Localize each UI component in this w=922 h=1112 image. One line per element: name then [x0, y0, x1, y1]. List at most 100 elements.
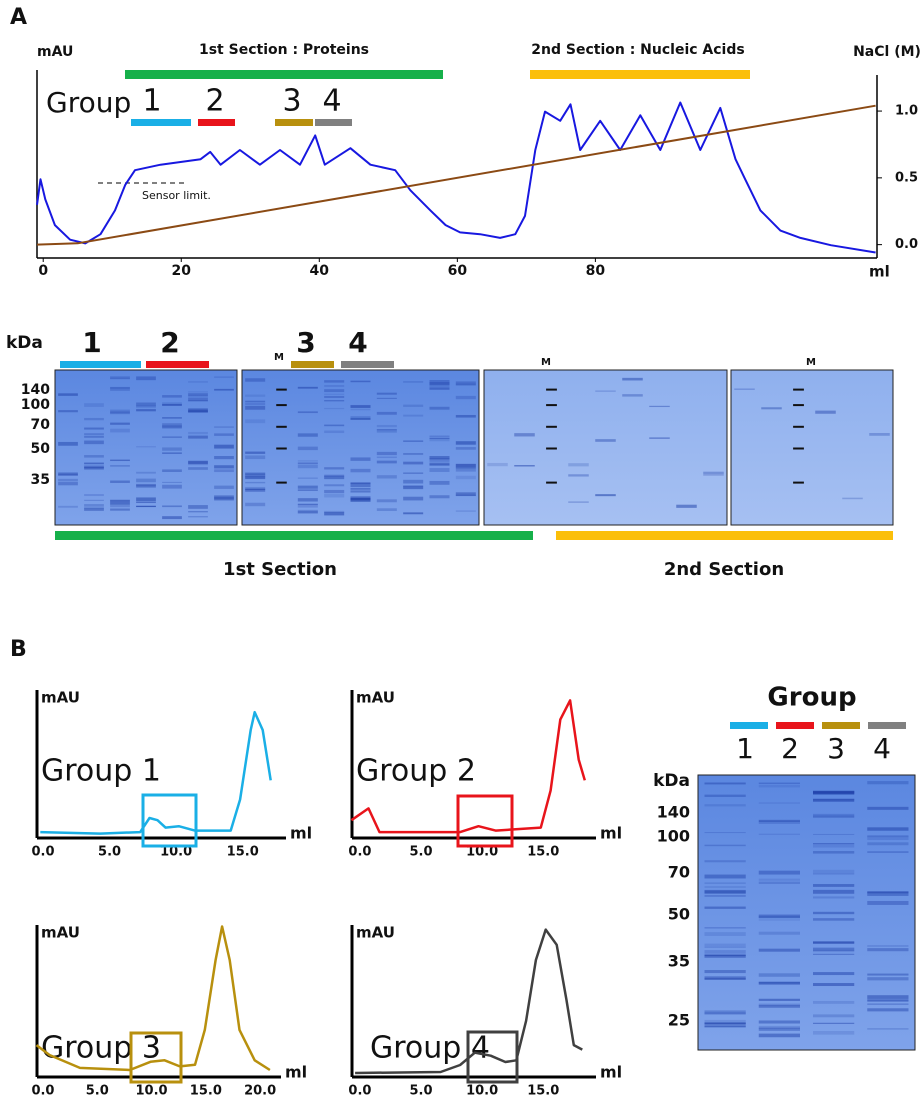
- band: [324, 467, 344, 469]
- band: [403, 480, 423, 484]
- band: [162, 447, 182, 450]
- band: [813, 941, 854, 943]
- band: [214, 389, 234, 391]
- band: [58, 393, 78, 396]
- x-tick-label: 0: [38, 263, 48, 279]
- marker-label: M: [541, 357, 551, 368]
- band: [705, 845, 746, 846]
- kda-label: 50: [668, 905, 690, 924]
- band: [245, 474, 265, 478]
- band: [813, 890, 854, 894]
- band: [759, 802, 800, 803]
- band: [298, 411, 318, 413]
- band: [759, 882, 800, 884]
- band: [188, 432, 208, 434]
- chart-title: Group 1: [41, 754, 161, 789]
- band: [568, 501, 589, 502]
- gel-title: Group: [767, 683, 856, 713]
- band: [350, 409, 370, 411]
- band: [456, 492, 476, 496]
- band: [377, 412, 397, 415]
- marker-band: [793, 482, 804, 484]
- band: [188, 400, 208, 401]
- group-bar: [131, 119, 191, 126]
- band: [813, 843, 854, 844]
- band: [377, 461, 397, 464]
- band: [245, 378, 265, 381]
- band: [759, 1005, 800, 1008]
- group-number: 3: [296, 326, 315, 359]
- x-tick-label: 5.0: [410, 845, 433, 860]
- band: [705, 932, 746, 936]
- band: [705, 1020, 746, 1024]
- kda-label: 25: [668, 1011, 690, 1030]
- band: [703, 471, 724, 473]
- x-axis-label: ml: [285, 1063, 307, 1082]
- band: [403, 472, 423, 473]
- kda-label: 35: [31, 472, 50, 488]
- band: [429, 468, 449, 472]
- band: [162, 482, 182, 483]
- band: [162, 423, 182, 426]
- x-axis-label: ml: [600, 1063, 622, 1082]
- group-number: 2: [160, 326, 179, 359]
- band: [867, 891, 908, 893]
- lane-label: 2: [781, 732, 799, 765]
- band: [429, 439, 449, 441]
- band: [867, 945, 908, 946]
- band: [813, 1001, 854, 1004]
- band: [759, 1034, 800, 1038]
- band: [867, 999, 908, 1001]
- band: [813, 972, 854, 975]
- y-axis-label: mAU: [356, 689, 395, 707]
- band: [188, 467, 208, 470]
- band: [867, 995, 908, 999]
- band: [867, 842, 908, 845]
- band: [214, 426, 234, 427]
- band: [298, 486, 318, 489]
- band: [403, 405, 423, 407]
- band: [84, 494, 104, 496]
- band: [813, 983, 854, 986]
- band: [377, 398, 397, 399]
- band: [867, 1008, 908, 1011]
- group-bar: [60, 361, 141, 368]
- band: [245, 503, 265, 506]
- x-tick-label: 10.0: [136, 1084, 168, 1099]
- group-bar: [822, 722, 860, 729]
- band: [58, 482, 78, 485]
- band: [761, 407, 782, 409]
- section-label: 1st Section : Proteins: [199, 42, 369, 58]
- group-label: Group: [46, 86, 131, 119]
- band: [298, 510, 318, 514]
- kda-label: 140: [21, 382, 50, 398]
- kda-label: 70: [668, 863, 690, 882]
- band: [110, 376, 130, 379]
- band: [759, 949, 800, 952]
- x-tick-label: 15.0: [190, 1084, 222, 1099]
- band: [324, 389, 344, 392]
- band: [705, 886, 746, 887]
- band: [188, 516, 208, 517]
- band: [456, 510, 476, 511]
- kda-unit: kDa: [653, 771, 690, 791]
- band: [377, 425, 397, 427]
- band: [403, 497, 423, 501]
- group-bar: [776, 722, 814, 729]
- marker-band: [546, 448, 557, 450]
- marker-label: M: [806, 357, 816, 368]
- band: [110, 465, 130, 466]
- band: [403, 453, 423, 455]
- band: [813, 896, 854, 898]
- band: [214, 433, 234, 435]
- band: [813, 873, 854, 874]
- band: [867, 807, 908, 810]
- band: [84, 436, 104, 438]
- group-number: 3: [282, 84, 301, 119]
- section-bar: [530, 70, 750, 79]
- gel: [484, 370, 727, 525]
- group-bar: [315, 119, 352, 126]
- band: [245, 401, 265, 402]
- band: [377, 393, 397, 395]
- marker-band: [276, 482, 287, 484]
